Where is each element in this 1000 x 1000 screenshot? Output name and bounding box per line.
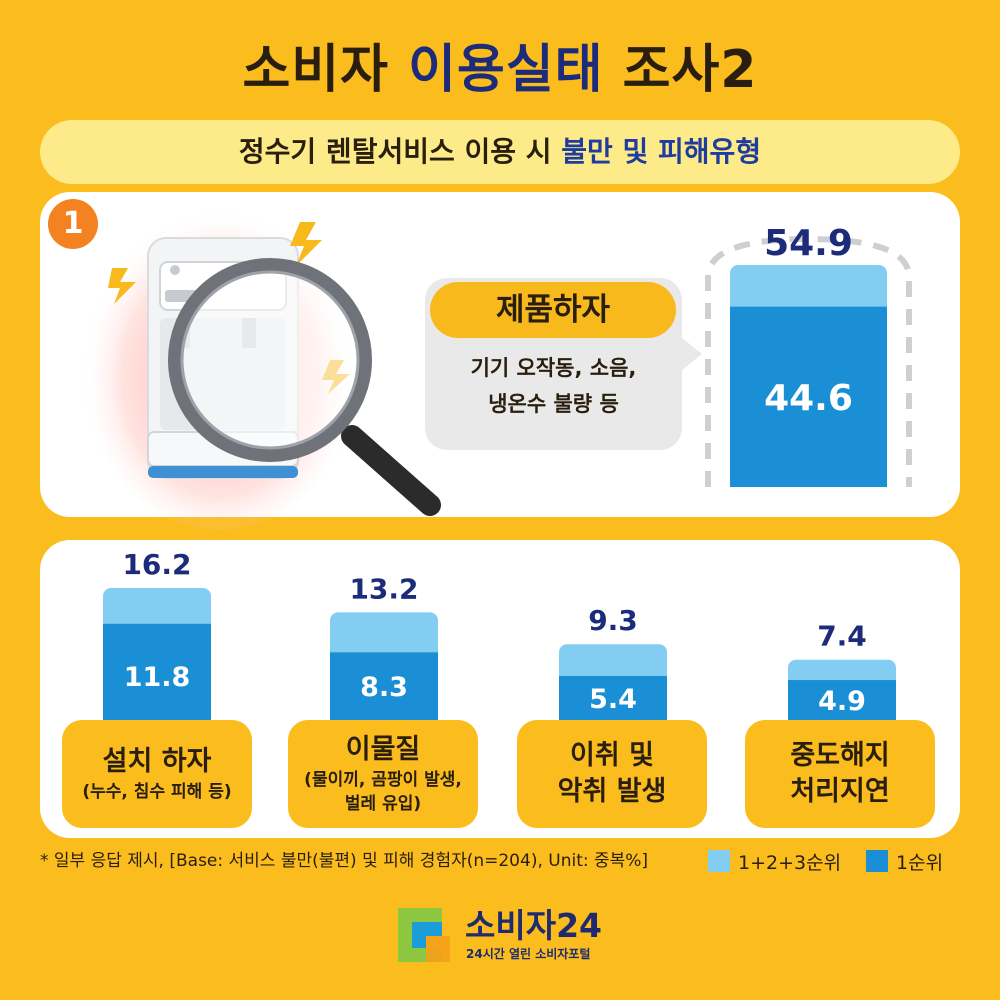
featured-desc-line-2: 냉온수 불량 등 (488, 392, 619, 416)
category-label-cancel: 중도해지 처리지연 (745, 720, 935, 828)
legend-item-top3: 1+2+3순위 (708, 848, 841, 874)
category-label-foreign: 이물질 (물이끼, 곰팡이 발생, 벌레 유입) (288, 720, 478, 828)
category-label-cancel-line-1: 중도해지 (790, 740, 890, 771)
category-label-foreign-sub-2: 벌레 유입) (344, 794, 422, 814)
logo-tagline: 24시간 열린 소비자포털 (466, 947, 591, 961)
bar-first-install (103, 623, 211, 720)
bubble-pointer (682, 338, 702, 370)
category-label-odor: 이취 및 악취 발생 (517, 720, 707, 828)
value-label-first-install: 11.8 (124, 662, 191, 693)
value-label-first-odor: 5.4 (589, 684, 637, 715)
category-label-odor-line-1: 이취 및 (570, 740, 654, 771)
subtitle-bar: 정수기 렌탈서비스 이용 시 불만 및 피해유형 (40, 120, 960, 184)
featured-bar-frame (705, 235, 912, 487)
category-label-cancel-line-2: 처리지연 (790, 776, 890, 807)
legend-label-top3: 1+2+3순위 (738, 851, 842, 874)
featured-desc-line-1: 기기 오작동, 소음, (470, 356, 637, 380)
featured-category-description: 기기 오작동, 소음, 냉온수 불량 등 (425, 350, 682, 422)
bar-first-foreign (330, 652, 438, 720)
magnifier-icon (168, 258, 441, 516)
legend-swatch-top3 (708, 850, 730, 872)
title-part-3: 조사2 (622, 40, 758, 100)
featured-category-label: 제품하자 (430, 282, 676, 338)
category-label-install-main: 설치 하자 (102, 746, 212, 777)
value-label-total-cancel: 7.4 (817, 620, 867, 653)
logo-icon (398, 908, 450, 962)
subtitle-part-2: 불만 및 피해유형 (561, 135, 762, 168)
value-label-total-defect: 54.9 (764, 223, 853, 264)
legend-label-first: 1순위 (896, 851, 944, 874)
logo-name: 소비자24 (465, 906, 603, 945)
category-label-install: 설치 하자 (누수, 침수 피해 등) (62, 720, 252, 828)
title-part-1: 소비자 (242, 40, 390, 100)
value-label-first-defect: 44.6 (764, 378, 853, 419)
category-label-odor-line-2: 악취 발생 (557, 776, 667, 807)
value-label-first-foreign: 8.3 (360, 672, 408, 703)
bar-first-odor (559, 675, 667, 720)
category-label-foreign-sub-1: (물이끼, 곰팡이 발생, (304, 770, 462, 790)
footnote: * 일부 응답 제시, [Base: 서비스 불만(불편) 및 피해 경험자(n… (40, 851, 649, 871)
page-title: 소비자 이용실태 조사2 (0, 30, 1000, 110)
category-label-install-sub: (누수, 침수 피해 등) (82, 782, 232, 802)
subtitle-part-1: 정수기 렌탈서비스 이용 시 (238, 135, 552, 168)
value-label-total-odor: 9.3 (588, 604, 638, 637)
bar-first-cancel (788, 680, 896, 720)
value-label-total-install: 16.2 (122, 548, 191, 581)
legend-item-first: 1순위 (866, 848, 943, 874)
title-part-2: 이용실태 (408, 40, 604, 100)
number-badge: 1 (48, 199, 98, 249)
value-label-total-foreign: 13.2 (349, 572, 418, 605)
value-label-first-cancel: 4.9 (818, 686, 866, 717)
bar-first-defect (730, 306, 887, 487)
category-label-foreign-main: 이물질 (345, 734, 421, 765)
legend-swatch-first (866, 850, 888, 872)
